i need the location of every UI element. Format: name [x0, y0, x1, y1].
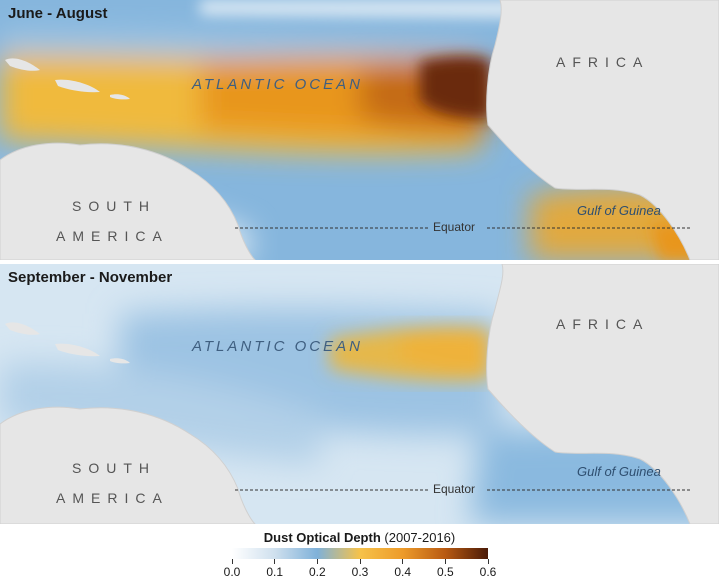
map-panel-autumn: September - November ATLANTIC OCEAN AFRI… — [0, 264, 719, 524]
legend-color-bar — [232, 548, 488, 559]
legend-tick — [359, 559, 361, 564]
caribbean-island — [5, 58, 40, 71]
legend-tick-label: 0.4 — [394, 565, 411, 579]
legend-tick — [402, 559, 404, 564]
continent-label-south: SOUTH — [72, 198, 156, 214]
legend-tick-label: 0.2 — [308, 565, 326, 579]
legend-tick — [231, 559, 233, 564]
caribbean-island — [55, 79, 100, 93]
legend-title-bold: Dust Optical Depth — [263, 530, 381, 545]
legend-tick-label: 0.0 — [223, 565, 241, 579]
legend-tick-label: 0.5 — [436, 565, 454, 579]
legend-tick — [444, 559, 446, 564]
legend-gradient — [232, 548, 488, 559]
south-america-landmass — [0, 406, 256, 524]
legend-tick-label: 0.6 — [479, 565, 497, 579]
gulf-label: Gulf of Guinea — [577, 464, 661, 479]
dust-map-summer — [0, 0, 719, 260]
legend-title-rest: (2007-2016) — [384, 530, 456, 545]
continent-label-africa: AFRICA — [556, 316, 650, 332]
ocean-label: ATLANTIC OCEAN — [192, 338, 363, 355]
period-title: September - November — [8, 269, 173, 286]
africa-landmass — [486, 0, 719, 260]
legend-tick — [487, 559, 489, 564]
caribbean-island — [5, 322, 40, 335]
legend-tick — [274, 559, 276, 564]
africa-landmass — [486, 264, 719, 524]
caribbean-island — [55, 343, 100, 357]
legend-title: Dust Optical Depth (2007-2016) — [0, 530, 719, 545]
gulf-label: Gulf of Guinea — [577, 203, 661, 218]
continent-label-south: SOUTH — [72, 460, 156, 476]
caribbean-island — [110, 94, 130, 100]
equator-label: Equator — [433, 482, 476, 496]
continent-label-america: AMERICA — [56, 490, 169, 506]
dust-map-autumn — [0, 264, 719, 524]
ocean-label: ATLANTIC OCEAN — [192, 76, 363, 93]
legend-tick-label: 0.1 — [266, 565, 283, 579]
continent-label-america: AMERICA — [56, 228, 169, 244]
map-panel-summer: June - August ATLANTIC OCEAN AFRICA SOUT… — [0, 0, 719, 260]
continent-label-africa: AFRICA — [556, 54, 650, 70]
legend-tick-label: 0.3 — [351, 565, 369, 579]
caribbean-island — [110, 358, 130, 364]
period-title: June - August — [8, 5, 108, 22]
south-america-landmass — [0, 142, 256, 260]
legend-tick — [316, 559, 318, 564]
equator-label: Equator — [433, 220, 476, 234]
